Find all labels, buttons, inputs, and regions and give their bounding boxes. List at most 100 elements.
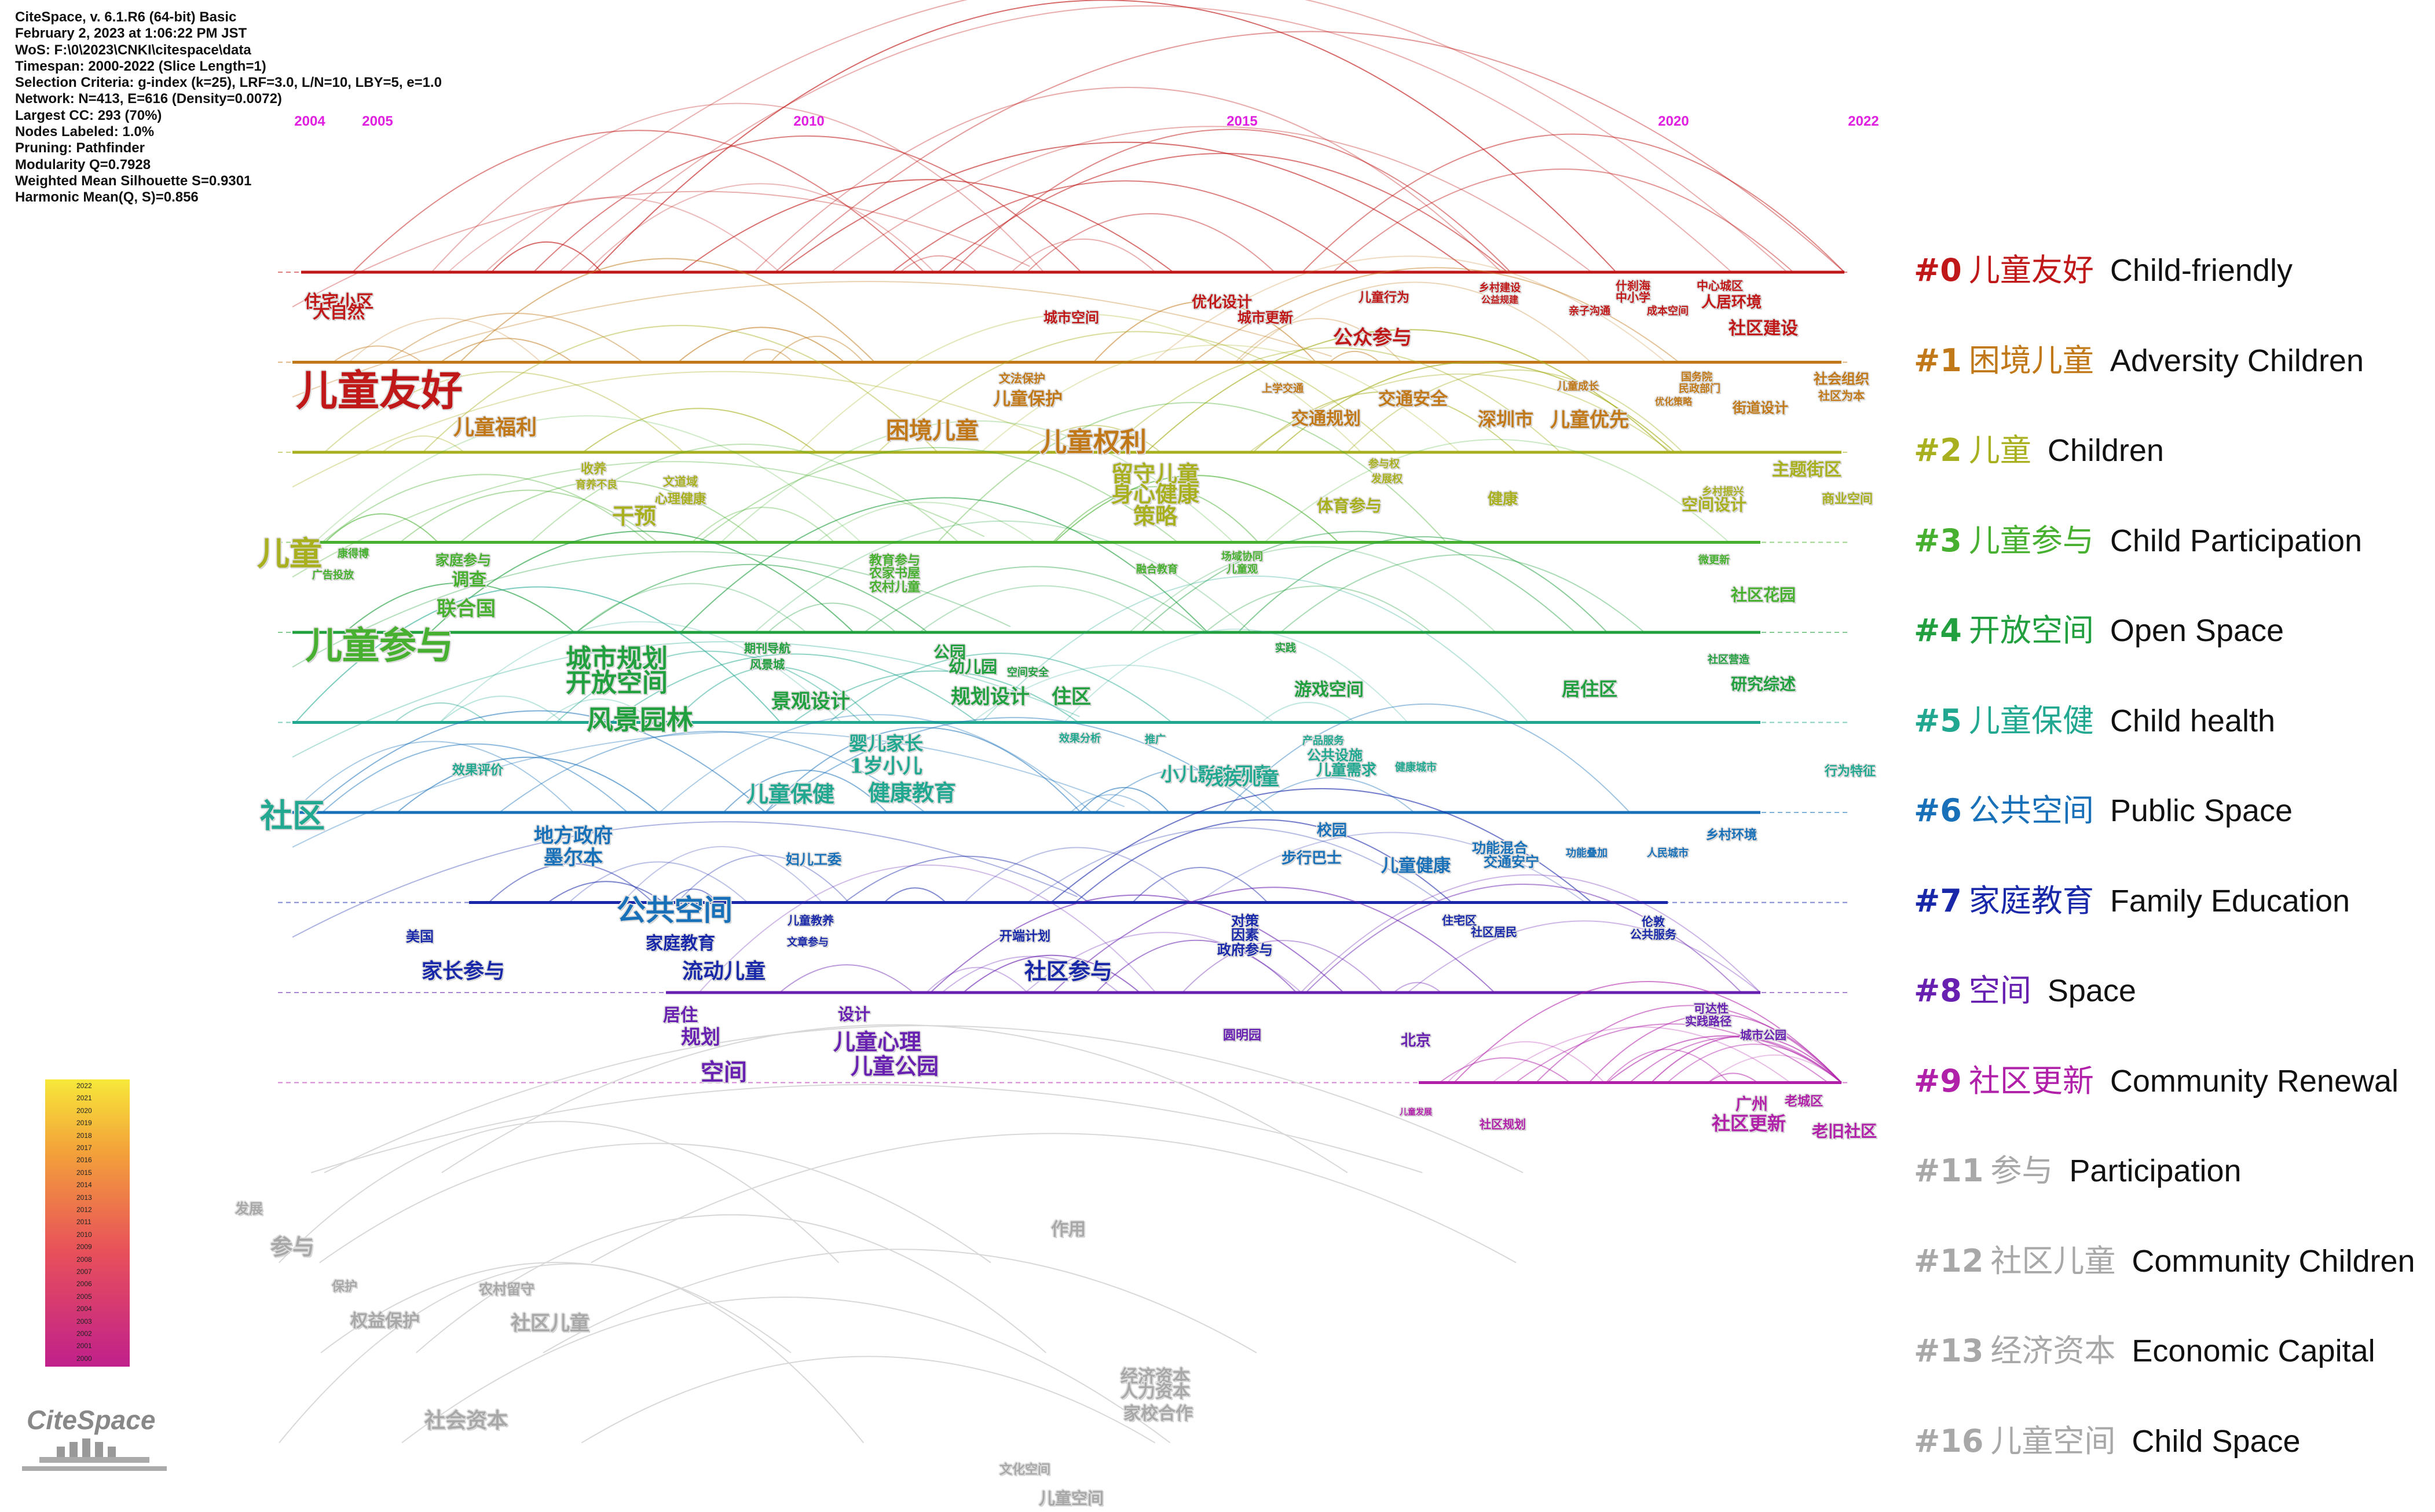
legend-year: 2003 — [76, 1317, 92, 1326]
co-citation-arc — [1535, 1005, 1842, 1083]
cluster-label: #4 开放空间 Open Space — [1914, 605, 2284, 650]
co-citation-arc — [1650, 1035, 1842, 1083]
co-citation-arc — [558, 5, 1732, 273]
keyword-node-label: 农家书屋 — [869, 566, 921, 581]
co-citation-arc — [952, 129, 1511, 273]
keyword-node-label: 住宅小区 — [304, 292, 374, 312]
legend-year: 2002 — [76, 1330, 92, 1338]
co-citation-arc — [691, 507, 835, 543]
keyword-node-label: 开放空间 — [566, 668, 668, 698]
keyword-node-label: 经济资本 — [1121, 1367, 1190, 1387]
co-citation-arc — [930, 894, 1344, 993]
cluster-name-en: Economic Capital — [2132, 1334, 2375, 1368]
co-citation-arc — [1300, 874, 1761, 993]
co-citation-arc — [764, 727, 1082, 813]
cluster-label: #2 儿童 Children — [1914, 424, 2164, 470]
co-citation-arc — [877, 331, 1397, 453]
co-citation-arc — [754, 520, 1252, 633]
co-citation-arc — [592, 0, 1617, 273]
cluster-label: #7 家庭教育 Family Education — [1914, 875, 2350, 921]
keyword-node-label: 文章参与 — [787, 936, 829, 949]
keyword-node-label: 社区花园 — [1730, 585, 1796, 605]
keyword-node-label: 伦敦 — [1642, 914, 1665, 929]
keyword-node-label: 社区 — [260, 797, 325, 836]
keyword-node-label: 联合国 — [437, 597, 496, 621]
co-citation-arc — [568, 861, 748, 903]
co-citation-arc — [1492, 1026, 1790, 1083]
co-citation-arc — [292, 371, 1070, 488]
keyword-node-label: 文法保护 — [999, 371, 1045, 386]
co-citation-arc — [314, 415, 862, 543]
keyword-node-label: 人力资本 — [1121, 1382, 1190, 1402]
legend-year: 2016 — [76, 1156, 92, 1165]
keyword-node-label: 北京 — [1400, 1032, 1431, 1050]
co-citation-arc — [1707, 1055, 1842, 1083]
keyword-node-label: 健康教育 — [867, 779, 957, 806]
co-citation-arc — [344, 582, 575, 633]
keyword-node-label: 城市公园 — [1740, 1028, 1786, 1042]
co-citation-arc — [779, 964, 914, 993]
keyword-node-label: 儿童教养 — [788, 913, 834, 928]
co-citation-arc — [292, 461, 985, 578]
cluster-label: #1 困境儿童 Adversity Children — [1914, 335, 2364, 380]
legend-year: 2017 — [76, 1144, 92, 1152]
keyword-node-label: 收养 — [580, 462, 607, 477]
cluster-id: #6 — [1914, 792, 1962, 829]
legend-year: 2007 — [76, 1268, 92, 1276]
cluster-name-zh: 儿童空间 — [1990, 1422, 2116, 1459]
co-citation-arc — [678, 327, 845, 363]
keyword-node-label: 效果评价 — [452, 763, 504, 778]
co-citation-arc — [1447, 1041, 1605, 1083]
keyword-node-label: 公益规建 — [1481, 294, 1519, 305]
keyword-node-label: 功能混合 — [1472, 839, 1528, 856]
cluster-name-zh: 社区更新 — [1968, 1062, 2094, 1099]
cluster-name-en: Public Space — [2110, 793, 2293, 828]
cluster-name-zh: 困境儿童 — [1968, 342, 2094, 379]
keyword-node-label: 儿童保健 — [746, 781, 835, 807]
co-citation-arc — [669, 888, 718, 903]
keyword-node-label: 儿童保护 — [993, 389, 1063, 409]
legend-year: 2014 — [76, 1181, 92, 1189]
co-citation-arc — [401, 1296, 1171, 1444]
co-citation-arc — [1026, 424, 1161, 453]
co-citation-arc — [830, 126, 1592, 273]
legend-year: 2010 — [76, 1230, 92, 1239]
co-citation-arc — [1010, 238, 1156, 273]
cluster-label: #3 儿童参与 Child Participation — [1914, 515, 2362, 561]
co-citation-arc — [1141, 530, 1576, 633]
keyword-node-label: 儿童公园 — [850, 1053, 939, 1079]
cluster-id: #9 — [1914, 1062, 1962, 1099]
co-citation-arc — [321, 474, 649, 543]
co-citation-arc — [1145, 329, 1670, 453]
cluster-name-zh: 儿童保健 — [1968, 702, 2094, 739]
co-citation-arc — [555, 650, 862, 723]
co-citation-arc — [942, 955, 1119, 993]
co-citation-arc — [767, 602, 896, 633]
co-citation-arc — [919, 585, 1167, 633]
legend-year: 2001 — [76, 1342, 92, 1350]
keyword-node-label: 功能叠加 — [1566, 847, 1608, 859]
cluster-name-en: Child Participation — [2110, 523, 2363, 558]
keyword-node-label: 对策 — [1231, 912, 1259, 929]
co-citation-arc — [499, 731, 926, 813]
co-citation-arc — [891, 180, 1360, 273]
cluster-id: #0 — [1914, 252, 1962, 288]
co-citation-arc — [1407, 920, 1761, 993]
keyword-node-label: 社区建设 — [1729, 318, 1798, 339]
keyword-node-label: 家长参与 — [421, 959, 506, 983]
keyword-node-label: 交通规划 — [1291, 409, 1361, 429]
co-citation-arc — [292, 551, 1011, 668]
co-citation-arc — [844, 855, 1090, 903]
co-citation-arc — [530, 444, 960, 543]
co-citation-arc — [576, 583, 807, 633]
co-citation-arc — [324, 513, 438, 543]
keyword-node-label: 城市空间 — [1043, 309, 1099, 326]
keyword-node-label: 社区规划 — [1480, 1117, 1526, 1132]
cluster-name-zh: 社区儿童 — [1990, 1242, 2116, 1279]
keyword-node-label: 保护 — [331, 1279, 358, 1294]
keyword-node-label: 残疾儿童 — [1204, 767, 1280, 789]
legend-year: 2019 — [76, 1119, 92, 1127]
keyword-node-label: 国务院 — [1681, 371, 1712, 383]
keyword-node-label: 期刊导航 — [744, 641, 790, 656]
keyword-node-label: 文化空间 — [999, 1462, 1051, 1477]
